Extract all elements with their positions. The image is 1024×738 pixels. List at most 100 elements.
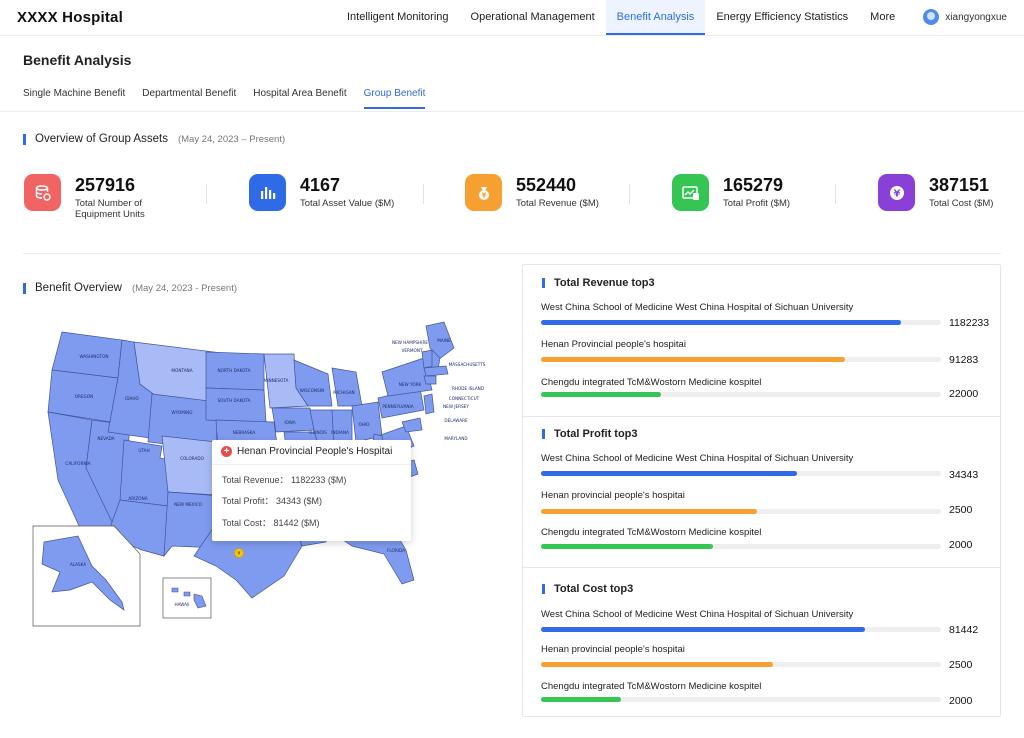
label-florida: FLORIDA — [387, 548, 405, 553]
tab-departmental-benefit[interactable]: Departmental Benefit — [142, 88, 237, 99]
rank-name: West China School of Medicine West China… — [541, 302, 854, 313]
avatar[interactable] — [923, 9, 940, 25]
hospital-marker — [234, 548, 244, 558]
card-title: Total Cost top3 — [554, 583, 634, 595]
rank-name: Chengdu integrated TcM&Wostorn Medicine … — [541, 527, 762, 538]
label-oregon: OREGON — [75, 394, 94, 399]
kpi-value: 387151 — [929, 175, 990, 195]
nav-intelligent-monitoring[interactable]: Intelligent Monitoring — [347, 11, 449, 23]
hospital-brand[interactable]: XXXX Hospital — [17, 9, 123, 26]
page-title: Benefit Analysis — [23, 52, 132, 68]
username[interactable]: xiangyongxue — [945, 11, 1007, 23]
rank-bar-track — [541, 392, 941, 397]
rank-name: Henan Provincial people's hospitai — [541, 339, 686, 350]
card-divider — [523, 567, 1000, 568]
kpi-asset-value: 4167 Total Asset Value ($M) — [249, 174, 394, 211]
section-marker — [23, 133, 26, 145]
database-icon — [24, 174, 61, 211]
kpi-label: Total Revenue ($M) — [516, 198, 599, 209]
kpi-label: Total Number of Equipment Units — [75, 198, 145, 220]
kpi-equipment-units: 257916 Total Number of Equipment Units — [24, 174, 165, 220]
rank-name: West China School of Medicine West China… — [541, 453, 854, 464]
label-utah: UTAH — [138, 448, 149, 453]
hospital-tooltip: + Henan Provincial People's Hospitai Tot… — [212, 440, 411, 541]
kpi-total-revenue: ¥ 552440 Total Revenue ($M) — [465, 174, 599, 211]
state-michigan — [331, 367, 363, 407]
label-iowa: IOWA — [284, 420, 295, 425]
overview-date-range: (May 24, 2023 – Present) — [177, 134, 286, 145]
label-north-dakota: NORTH DAKOTA — [218, 368, 251, 373]
rank-bar-fill — [541, 320, 901, 325]
rank-value: 2500 — [949, 659, 973, 671]
tooltip-cost: Total Cost： 81442 ($M) — [222, 518, 320, 528]
card-divider — [523, 416, 1000, 417]
kpi-separator — [629, 184, 630, 204]
state-south-dakota — [205, 387, 267, 423]
kpi-total-cost: ¥ 387151 Total Cost ($M) — [878, 174, 993, 211]
top-navigation-bar: XXXX Hospital Intelligent Monitoring Ope… — [0, 0, 1024, 36]
label-pennsylvania: PENNSYLVANIA — [382, 404, 413, 409]
card-title: Total Profit top3 — [554, 428, 638, 440]
label-delaware: DELAWARE — [444, 418, 468, 423]
rank-value: 22000 — [949, 388, 979, 400]
kpi-label: Total Cost ($M) — [929, 198, 994, 209]
tab-group-benefit[interactable]: Group Benefit — [363, 88, 426, 109]
rank-bar-track — [541, 662, 941, 667]
nav-benefit-analysis[interactable]: Benefit Analysis — [605, 0, 706, 35]
label-nevada: NEVADA — [97, 436, 114, 441]
tab-hospital-area-benefit[interactable]: Hospital Area Benefit — [253, 88, 347, 99]
rank-value: 2000 — [949, 695, 973, 707]
nav-more[interactable]: More — [870, 11, 896, 23]
benefit-section-header: Benefit Overview (May 24, 2023 - Present… — [23, 282, 237, 294]
divider — [0, 111, 1024, 112]
state-connecticut — [423, 375, 437, 385]
tab-single-machine-benefit[interactable]: Single Machine Benefit — [23, 88, 126, 99]
tooltip-revenue: Total Revenue： 1182233 ($M) — [222, 475, 347, 485]
label-arizona: ARIZONA — [128, 496, 147, 501]
profit-chart-icon — [672, 174, 709, 211]
state-maryland — [401, 417, 423, 433]
rank-name: West China School of Medicine West China… — [541, 609, 854, 620]
hawaii-inset-frame — [162, 577, 212, 619]
rank-name: Chengdu integrated TcM&Wostorn Medicine … — [541, 377, 762, 388]
ranking-panel: Total Revenue top3 West China School of … — [522, 264, 1001, 717]
kpi-value: 552440 — [516, 175, 577, 195]
section-marker — [23, 282, 26, 294]
label-minnesota: MINNESOTA — [264, 378, 289, 383]
label-new-jersey: NEW JERSEY — [443, 404, 469, 409]
svg-text:¥: ¥ — [481, 191, 486, 199]
label-colorado: COLORADO — [180, 456, 205, 461]
hospital-cross-icon: + — [221, 446, 232, 457]
user-menu[interactable]: xiangyongxue — [923, 9, 1007, 25]
label-maryland: MARYLAND — [444, 436, 467, 441]
rank-bar-track — [541, 509, 941, 514]
benefit-date-range: (May 24, 2023 - Present) — [131, 283, 238, 294]
label-new-hampshire: NEW HAMPSHIRE — [392, 340, 428, 345]
label-new-mexico: NEW MEXICO — [174, 502, 203, 507]
kpi-value: 4167 — [300, 175, 341, 195]
state-new-york — [381, 357, 433, 397]
section-marker — [542, 278, 545, 288]
rank-name: Henan provincial people's hospitai — [541, 490, 685, 501]
section-marker — [542, 429, 545, 439]
label-michigan: MICHIGAN — [333, 390, 354, 395]
overview-section-header: Overview of Group Assets (May 24, 2023 –… — [23, 133, 285, 145]
label-montana: MONTANA — [171, 368, 192, 373]
kpi-label: Total Profit ($M) — [723, 198, 791, 209]
rank-bar-fill — [541, 697, 621, 702]
rank-bar-track — [541, 697, 941, 702]
label-wisconsin: WISCONSIN — [300, 388, 324, 393]
rank-bar-fill — [541, 662, 773, 667]
label-maine: MAINE — [437, 338, 451, 343]
label-rhode-island: RHODE ISLAND — [452, 386, 484, 391]
nav-operational-management[interactable]: Operational Management — [470, 11, 595, 23]
bar-chart-icon — [249, 174, 286, 211]
kpi-value: 257916 — [75, 175, 136, 195]
nav-energy-efficiency-statistics[interactable]: Energy Efficiency Statistics — [716, 11, 849, 23]
kpi-label: Total Asset Value ($M) — [300, 198, 395, 209]
tooltip-hospital-name: Henan Provincial People's Hospitai — [237, 446, 393, 457]
cost-top3-card: Total Cost top3 West China School of Med… — [523, 568, 1000, 716]
tooltip-divider — [212, 464, 411, 465]
rank-bar-track — [541, 357, 941, 362]
rank-value: 34343 — [949, 469, 979, 481]
